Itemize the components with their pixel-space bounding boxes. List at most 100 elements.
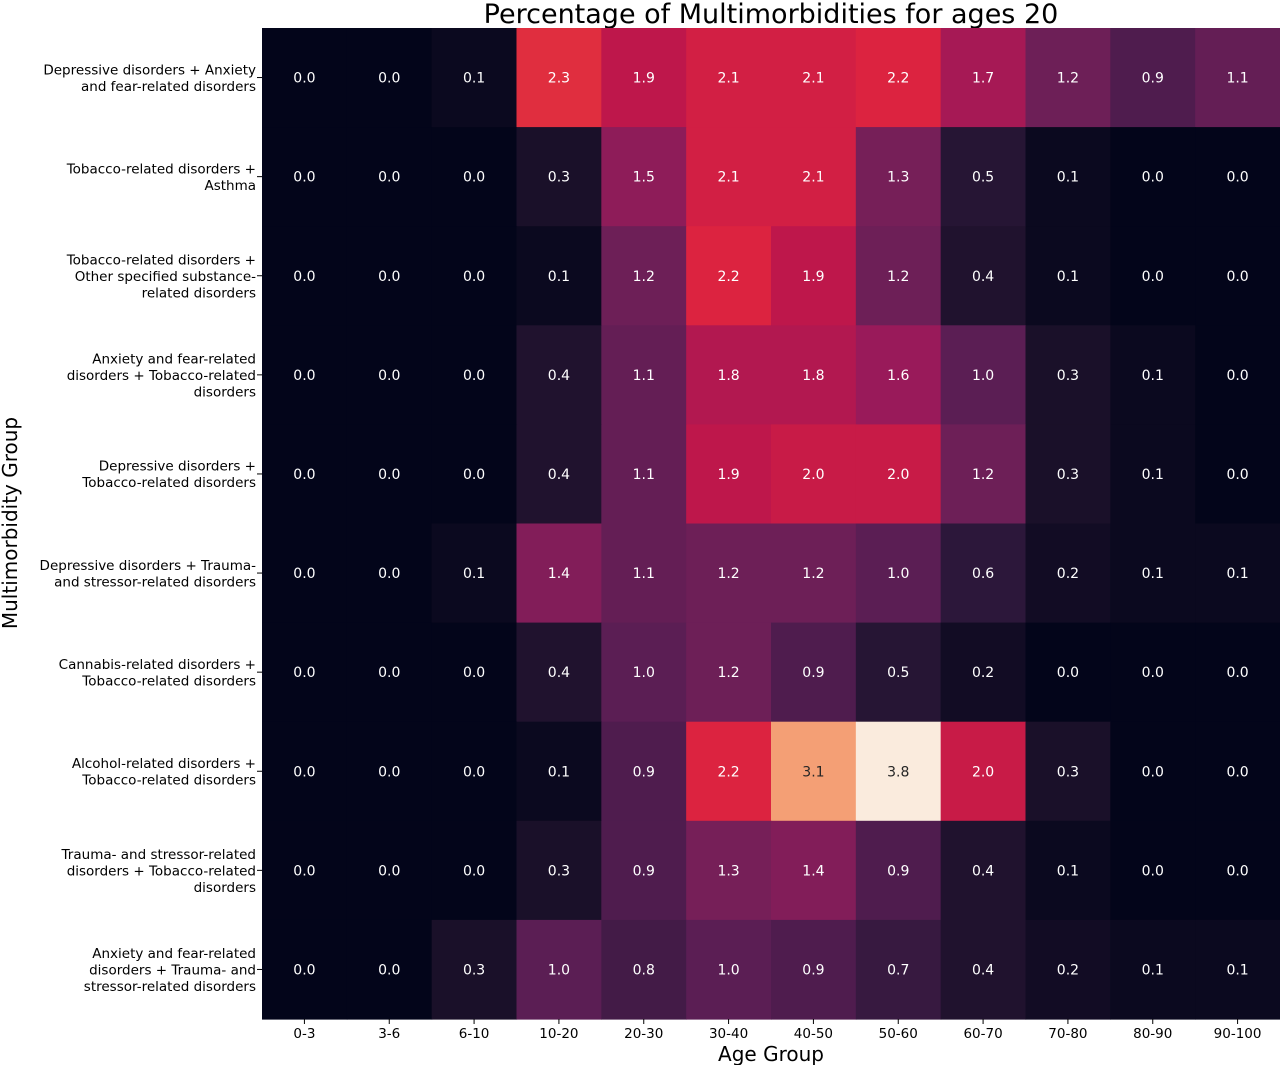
heatmap-cell <box>686 622 772 723</box>
cell-value-label: 0.0 <box>463 764 485 780</box>
heatmap-cell <box>516 523 602 624</box>
heatmap-cell <box>346 226 433 326</box>
cell-value-label: 0.0 <box>463 665 485 681</box>
cell-value-label: 0.0 <box>293 368 315 384</box>
heatmap-cell <box>940 28 1027 128</box>
heatmap-cell <box>431 325 518 425</box>
heatmap-cell <box>1110 622 1196 723</box>
x-axis-label: Age Group <box>718 1042 824 1065</box>
cell-value-label: 0.9 <box>802 962 824 978</box>
heatmap-cell <box>855 820 942 921</box>
heatmap-cell <box>771 127 857 227</box>
heatmap-cell <box>686 127 772 227</box>
heatmap-cell <box>1195 820 1280 921</box>
cell-value-label: 0.9 <box>802 665 824 681</box>
cell-value-label: 1.0 <box>548 962 570 978</box>
heatmap-cell <box>1195 226 1280 326</box>
heatmap-cell <box>1025 28 1111 128</box>
heatmap-cell <box>601 424 687 525</box>
heatmap-cell <box>431 424 518 525</box>
cell-value-label: 2.1 <box>802 170 824 186</box>
cell-value-label: 0.0 <box>463 269 485 285</box>
heatmap-cell <box>855 325 942 425</box>
cell-value-label: 0.3 <box>548 863 570 879</box>
cell-value-label: 0.0 <box>1142 863 1164 879</box>
heatmap-cell <box>601 127 687 227</box>
cell-value-label: 1.2 <box>972 467 994 483</box>
cell-value-label: 0.0 <box>463 170 485 186</box>
cell-value-label: 0.0 <box>1226 170 1248 186</box>
cell-value-label: 1.1 <box>633 566 655 582</box>
heatmap-cell <box>516 325 602 425</box>
cell-value-label: 0.9 <box>633 764 655 780</box>
cell-value-label: 0.0 <box>293 71 315 87</box>
x-tick-label: 10-20 <box>539 1026 578 1042</box>
cell-value-label: 0.0 <box>378 566 400 582</box>
heatmap-cell <box>855 28 942 128</box>
heatmap-cell <box>855 721 942 822</box>
cell-value-label: 0.5 <box>972 170 994 186</box>
x-tick-label: 80-90 <box>1133 1026 1172 1042</box>
heatmap-cell <box>1025 127 1111 227</box>
cell-value-label: 1.1 <box>633 368 655 384</box>
y-tick-label: Anxiety and fear-related disorders + Toba… <box>67 351 256 400</box>
y-tick-label: Cannabis-related disorders + Tobacco-rela… <box>59 657 256 690</box>
x-tick-label: 60-70 <box>963 1026 1002 1042</box>
heatmap-cell <box>601 622 687 723</box>
heatmap-cell <box>346 523 433 624</box>
heatmap-cell <box>1025 523 1111 624</box>
cell-value-label: 0.0 <box>378 665 400 681</box>
heatmap-cell <box>431 226 518 326</box>
cell-value-label: 2.2 <box>717 764 739 780</box>
heatmap-cell <box>771 622 857 723</box>
heatmap-cell <box>262 919 348 1020</box>
cell-value-label: 0.0 <box>378 368 400 384</box>
cell-value-label: 1.2 <box>717 566 739 582</box>
cell-value-label: 0.0 <box>378 863 400 879</box>
heatmap-cell <box>346 622 433 723</box>
cell-value-label: 1.0 <box>887 566 909 582</box>
heatmap-cell <box>771 28 857 128</box>
heatmap-cell <box>601 325 687 425</box>
cell-value-label: 0.8 <box>633 962 655 978</box>
heatmap-cell <box>1025 226 1111 326</box>
cell-value-label: 0.0 <box>378 467 400 483</box>
x-tick-label: 6-10 <box>459 1026 490 1042</box>
cell-value-label: 0.9 <box>1142 71 1164 87</box>
cell-value-label: 2.1 <box>717 170 739 186</box>
cell-value-label: 1.0 <box>972 368 994 384</box>
cell-value-label: 2.1 <box>802 71 824 87</box>
cell-value-label: 2.0 <box>802 467 824 483</box>
heatmap-cell <box>940 622 1027 723</box>
heatmap-cell <box>1195 721 1280 822</box>
x-tick-label: 30-40 <box>709 1026 748 1042</box>
heatmap-cell <box>516 127 602 227</box>
heatmap-cell <box>771 424 857 525</box>
y-tick-label: Tobacco-related disorders + Asthma <box>66 161 256 194</box>
heatmap-cell <box>1110 28 1196 128</box>
cell-value-label: 1.9 <box>717 467 739 483</box>
x-tick-label: 40-50 <box>794 1026 833 1042</box>
cell-value-label: 0.0 <box>293 962 315 978</box>
heatmap-cell <box>431 622 518 723</box>
x-tick-label: 70-80 <box>1048 1026 1087 1042</box>
cell-value-label: 0.3 <box>1057 368 1079 384</box>
cell-value-label: 0.4 <box>972 962 994 978</box>
cell-value-label: 1.0 <box>717 962 739 978</box>
cell-value-label: 0.0 <box>293 269 315 285</box>
heatmap-cell <box>516 28 602 128</box>
cell-value-label: 3.1 <box>802 764 824 780</box>
heatmap-cell <box>1110 226 1196 326</box>
cell-value-label: 0.1 <box>1057 170 1079 186</box>
heatmap-cell <box>516 721 602 822</box>
cell-value-label: 0.0 <box>1226 665 1248 681</box>
heatmap-cell <box>516 424 602 525</box>
heatmap-cell <box>262 523 348 624</box>
cell-value-label: 0.4 <box>548 665 570 681</box>
heatmap-cell <box>1025 325 1111 425</box>
cell-value-label: 1.4 <box>802 863 824 879</box>
heatmap-cell <box>1110 721 1196 822</box>
cell-value-label: 0.4 <box>972 269 994 285</box>
cell-value-label: 2.0 <box>972 764 994 780</box>
heatmap-cell <box>262 28 348 128</box>
